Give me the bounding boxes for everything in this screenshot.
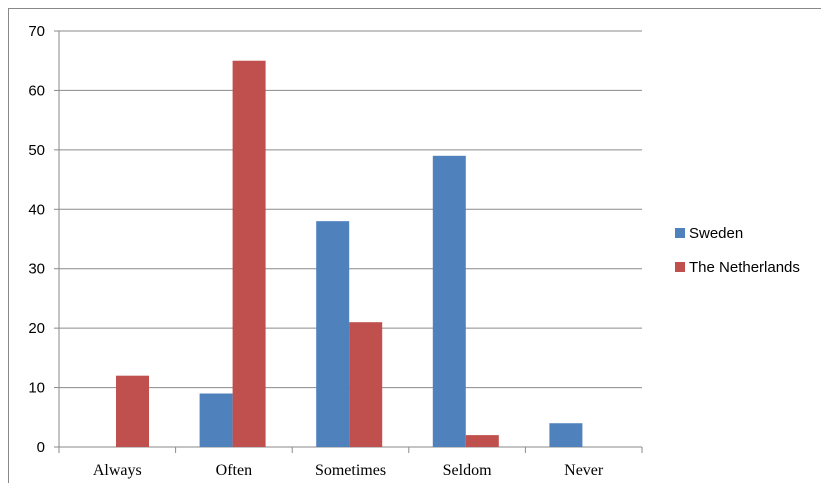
bar-the-netherlands-sometimes (349, 322, 383, 447)
x-axis: Always Often Sometimes Seldom Never (58, 446, 643, 479)
bar-sweden-sometimes (316, 221, 350, 447)
legend-label: Sweden (689, 225, 743, 242)
x-tick-label: Seldom (443, 462, 492, 479)
legend: Sweden The Netherlands (675, 225, 800, 276)
x-tick-label: Often (216, 462, 252, 479)
legend-swatch (675, 228, 685, 238)
bar-the-netherlands-often (232, 60, 266, 447)
y-tick-label: 20 (28, 320, 45, 337)
y-tick-label: 10 (28, 380, 45, 397)
bar-the-netherlands-seldom (465, 435, 499, 447)
y-axis: 0 10 20 30 40 50 60 70 (28, 23, 60, 456)
bars (116, 60, 583, 448)
y-tick-label: 60 (28, 82, 45, 99)
legend-swatch (675, 262, 685, 272)
chart-frame (8, 8, 821, 483)
y-tick-label: 50 (28, 142, 45, 159)
legend-label: The Netherlands (689, 259, 800, 276)
bar-sweden-never (549, 423, 583, 447)
y-tick-label: 0 (37, 439, 45, 456)
x-tick-label: Always (93, 462, 142, 479)
bar-sweden-seldom (432, 155, 466, 448)
y-tick-label: 40 (28, 201, 45, 218)
y-tick-label: 30 (28, 261, 45, 278)
y-tick-label: 70 (28, 23, 45, 40)
x-tick-label: Never (564, 462, 604, 479)
bar-sweden-often (199, 393, 233, 447)
bar-the-netherlands-always (116, 375, 149, 447)
x-tick-label: Sometimes (315, 462, 386, 479)
